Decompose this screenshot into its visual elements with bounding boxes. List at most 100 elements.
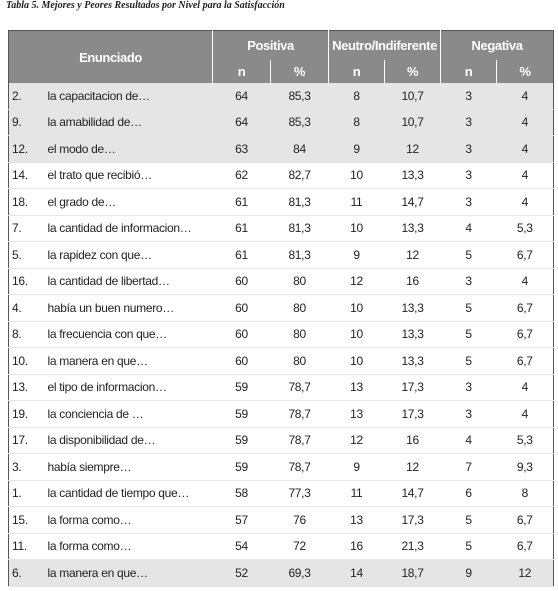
- item-text: la disponibilidad de…: [45, 427, 213, 454]
- caption: Tabla 5. Mejores y Peores Resultados por…: [6, 0, 285, 11]
- value-cell: 4: [440, 215, 497, 242]
- value-cell: 3: [440, 162, 497, 189]
- value-cell: 12: [384, 241, 441, 269]
- value-cell: 59: [212, 427, 271, 454]
- value-cell: 13,3: [384, 215, 441, 242]
- value-cell: 10,7: [384, 83, 441, 110]
- value-cell: 12: [384, 135, 441, 163]
- value-cell: 13,3: [384, 321, 441, 348]
- value-cell: 5: [440, 533, 497, 560]
- value-cell: 3: [440, 268, 497, 295]
- item-number: 16.: [8, 268, 46, 295]
- value-cell: 64: [212, 83, 271, 110]
- item-text: había un buen numero…: [45, 294, 213, 322]
- table-row: 10. la manera en que… 60 80 10 13,3 5 6,7: [8, 347, 554, 375]
- item-number: 10.: [8, 347, 46, 375]
- value-cell: 11: [328, 480, 385, 507]
- value-cell: 5: [440, 241, 497, 269]
- value-cell: 14,7: [384, 480, 441, 507]
- value-cell: 78,7: [270, 453, 329, 481]
- value-cell: 85,3: [270, 109, 329, 136]
- item-number: 13.: [8, 374, 46, 401]
- value-cell: 5,3: [496, 427, 554, 454]
- item-number: 7.: [8, 215, 46, 242]
- item-text: la conciencia de …: [45, 400, 213, 428]
- table-row: 16. la cantidad de libertad… 60 80 12 16 3 4: [8, 268, 554, 295]
- value-cell: 82,7: [270, 162, 329, 189]
- table-row: 3. había siempre… 59 78,7 9 12 7 9,3: [8, 453, 554, 481]
- value-cell: 5: [440, 347, 497, 375]
- table-row: 19. la conciencia de … 59 78,7 13 17,3 3 4: [8, 400, 554, 428]
- value-cell: 3: [440, 83, 497, 110]
- value-cell: 76: [270, 506, 329, 534]
- value-cell: 62: [212, 162, 271, 189]
- value-cell: 64: [212, 109, 271, 136]
- table-row: 17. la disponibilidad de… 59 78,7 12 16 4 5,3: [8, 427, 554, 454]
- value-cell: 9: [328, 241, 385, 269]
- value-cell: 6,7: [496, 321, 554, 348]
- value-cell: 4: [496, 109, 554, 136]
- item-text: la amabilidad de…: [45, 109, 213, 136]
- table-row: 11. la forma como… 54 72 16 21,3 5 6,7: [8, 533, 554, 560]
- table-row: 4. había un buen numero… 60 80 10 13,3 5 6,7: [8, 294, 554, 322]
- value-cell: 13,3: [384, 347, 441, 375]
- table-row: 9. la amabilidad de… 64 85,3 8 10,7 3 4: [8, 109, 554, 136]
- value-cell: 59: [212, 453, 271, 481]
- item-text: la cantidad de libertad…: [45, 268, 213, 295]
- value-cell: 7: [440, 453, 497, 481]
- header-row: Enunciado Positiva Neutro/Indiferente Ne…: [8, 30, 554, 83]
- item-text: la rapidez con que…: [45, 241, 213, 269]
- item-text: la frecuencia con que…: [45, 321, 213, 348]
- value-cell: 16: [328, 533, 385, 560]
- value-cell: 57: [212, 506, 271, 534]
- item-text: la manera en que…: [45, 347, 213, 375]
- value-cell: 72: [270, 533, 329, 560]
- value-cell: 4: [496, 188, 554, 216]
- item-number: 14.: [8, 162, 46, 189]
- value-cell: 84: [270, 135, 329, 163]
- value-cell: 17,3: [384, 400, 441, 428]
- results-table: Enunciado Positiva Neutro/Indiferente Ne…: [8, 30, 555, 587]
- table-row: 2. la capacitacion de… 64 85,3 8 10,7 3 4: [8, 83, 554, 110]
- item-text: el modo de…: [45, 135, 213, 163]
- value-cell: 8: [496, 480, 554, 507]
- value-cell: 3: [440, 400, 497, 428]
- value-cell: 9,3: [496, 453, 554, 481]
- value-cell: 80: [270, 347, 329, 375]
- subheader-cell: n: [212, 60, 271, 83]
- value-cell: 60: [212, 347, 271, 375]
- subheader-cell: %: [270, 60, 329, 83]
- value-cell: 59: [212, 374, 271, 401]
- value-cell: 10: [328, 215, 385, 242]
- item-number: 17.: [8, 427, 46, 454]
- table-row: 7. la cantidad de informacion… 61 81,3 10 13,…: [8, 215, 554, 242]
- table-row: 13. el tipo de informacion… 59 78,7 13 17,3 3 4: [8, 374, 554, 401]
- value-cell: 85,3: [270, 83, 329, 110]
- value-cell: 10,7: [384, 109, 441, 136]
- item-text: el grado de…: [45, 188, 213, 216]
- subheader-row: n% n% n%: [9, 60, 554, 83]
- item-text: el tipo de informacion…: [45, 374, 213, 401]
- value-cell: 10: [328, 294, 385, 322]
- item-number: 19.: [8, 400, 46, 428]
- table-row: 12. el modo de… 63 84 9 12 3 4: [8, 135, 554, 163]
- value-cell: 17,3: [384, 506, 441, 534]
- item-number: 9.: [8, 109, 46, 136]
- value-cell: 17,3: [384, 374, 441, 401]
- value-cell: 14: [328, 559, 385, 587]
- value-cell: 8: [328, 109, 385, 136]
- value-cell: 58: [212, 480, 271, 507]
- value-cell: 60: [212, 268, 271, 295]
- value-cell: 63: [212, 135, 271, 163]
- item-number: 11.: [8, 533, 46, 560]
- value-cell: 4: [496, 162, 554, 189]
- value-cell: 5: [440, 321, 497, 348]
- value-cell: 3: [440, 374, 497, 401]
- value-cell: 78,7: [270, 400, 329, 428]
- value-cell: 13,3: [384, 162, 441, 189]
- value-cell: 80: [270, 294, 329, 322]
- item-text: el trato que recibió…: [45, 162, 213, 189]
- table-body: 2. la capacitacion de… 64 85,3 8 10,7 3 4 9. la a…: [8, 83, 554, 587]
- table-row: 1. la cantidad de tiempo que… 58 77,3 11 14,7…: [8, 480, 554, 507]
